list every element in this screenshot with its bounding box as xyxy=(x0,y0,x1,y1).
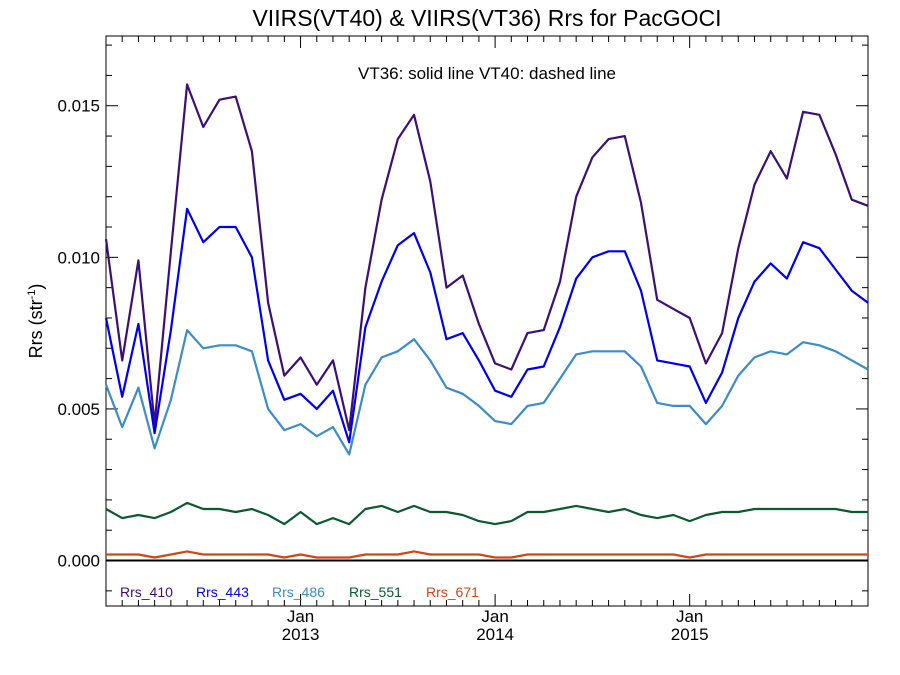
x-tick-label-month: Jan xyxy=(287,607,314,626)
series-line-rrs-410 xyxy=(104,83,869,432)
series-line-rrs-671 xyxy=(106,550,868,559)
legend-item-rrs-443: Rrs_443 xyxy=(196,584,249,600)
legend-item-rrs-671: Rrs_671 xyxy=(426,584,479,600)
legend-item-rrs-410: Rrs_410 xyxy=(120,584,173,600)
y-tick-label: 0.010 xyxy=(57,248,100,267)
y-axis-label-text: Rrs (str xyxy=(26,299,46,358)
y-tick-label: 0.000 xyxy=(57,552,100,571)
series-line-rrs-551 xyxy=(105,501,868,526)
chart-title: VIIRS(VT40) & VIIRS(VT36) Rrs for PacGOC… xyxy=(252,5,721,31)
x-tick-label-month: Jan xyxy=(676,607,703,626)
series-line-rrs-443 xyxy=(104,207,869,444)
y-tick-label: 0.005 xyxy=(57,400,100,419)
y-axis: 0.000 0.005 0.010 0.015 xyxy=(57,44,868,592)
x-tick-label-year: 2015 xyxy=(671,625,709,644)
line-style-annotation: VT36: solid line VT40: dashed line xyxy=(358,64,616,83)
plot-frame xyxy=(105,35,869,607)
legend-item-rrs-486: Rrs_486 xyxy=(272,584,325,600)
series-line-rrs-486 xyxy=(104,329,869,456)
y-tick-label: 0.015 xyxy=(57,97,100,116)
legend: Rrs_410 Rrs_443 Rrs_486 Rrs_551 Rrs_671 xyxy=(120,584,479,600)
x-tick-label-year: 2013 xyxy=(282,625,320,644)
y-axis-label: Rrs (str-1) xyxy=(26,284,46,359)
y-axis-label-superscript: -1 xyxy=(26,290,38,300)
x-tick-label-month: Jan xyxy=(481,607,508,626)
legend-item-rrs-551: Rrs_551 xyxy=(349,584,402,600)
y-axis-label-close: ) xyxy=(26,284,46,290)
x-tick-label-year: 2014 xyxy=(476,625,514,644)
series-lines xyxy=(104,83,869,559)
